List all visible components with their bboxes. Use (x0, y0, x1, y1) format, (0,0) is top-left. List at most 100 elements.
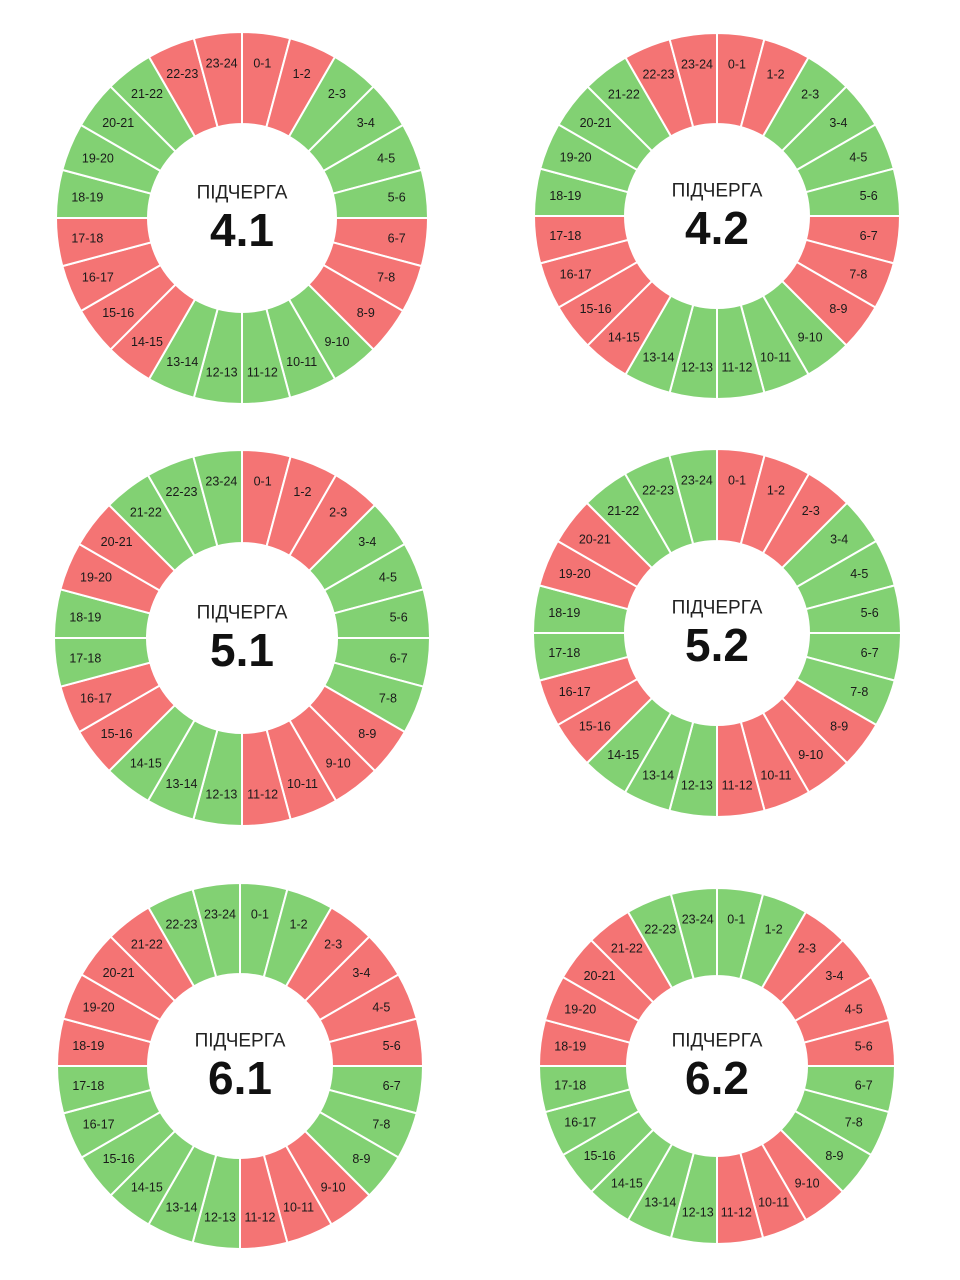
hour-label: 22-23 (166, 485, 198, 499)
hour-label: 9-10 (326, 756, 351, 770)
hour-label: 15-16 (579, 720, 611, 734)
hour-label: 9-10 (798, 330, 823, 344)
hour-label: 8-9 (825, 1149, 843, 1163)
hour-label: 18-19 (548, 606, 580, 620)
hour-label: 12-13 (204, 1211, 236, 1225)
hour-label: 8-9 (352, 1152, 370, 1166)
hour-label: 15-16 (102, 306, 134, 320)
hour-label: 10-11 (283, 1200, 314, 1214)
hour-label: 7-8 (377, 271, 395, 285)
hour-label: 21-22 (130, 506, 162, 520)
hour-label: 11-12 (247, 788, 278, 802)
hour-label: 19-20 (80, 571, 112, 585)
hour-label: 14-15 (607, 748, 639, 762)
hour-label: 1-2 (293, 485, 311, 499)
schedule-wheel-5.2: 0-1 1-2 2-3 3-4 4-5 5-6 6-7 7-8 8-9 9-10 10-11 11-1… (531, 447, 903, 819)
hour-label: 13-14 (165, 1200, 197, 1214)
hour-label: 3-4 (352, 966, 370, 980)
hour-label: 4-5 (379, 571, 397, 585)
hour-label: 11-12 (722, 779, 753, 793)
hour-segment-23-24 (191, 881, 241, 979)
hour-label: 17-18 (71, 231, 103, 245)
hour-label: 14-15 (608, 330, 640, 344)
hour-label: 5-6 (855, 1040, 873, 1054)
wheel-center (149, 975, 331, 1157)
hour-label: 3-4 (829, 116, 847, 130)
hour-label: 11-12 (721, 361, 752, 375)
hour-label: 19-20 (83, 1000, 115, 1014)
hour-label: 13-14 (644, 1196, 676, 1210)
wheel-number: 5.2 (685, 619, 749, 671)
hour-label: 15-16 (101, 727, 133, 741)
hour-label: 10-11 (758, 1196, 789, 1210)
hour-label: 14-15 (611, 1176, 643, 1190)
schedule-wheel-6.1: 0-1 1-2 2-3 3-4 4-5 5-6 6-7 7-8 8-9 9-10 10-11 11-1… (55, 881, 425, 1251)
hour-label: 0-1 (253, 56, 271, 70)
wheel-caption: ПІДЧЕРГА (195, 1031, 286, 1052)
hour-label: 10-11 (287, 777, 318, 791)
hour-label: 11-12 (247, 366, 278, 380)
hour-label: 4-5 (845, 1002, 863, 1016)
hour-label: 17-18 (548, 646, 580, 660)
hour-label: 8-9 (358, 727, 376, 741)
hour-label: 3-4 (357, 116, 375, 130)
hour-label: 10-11 (286, 355, 317, 369)
hour-label: 16-17 (80, 691, 112, 705)
hour-label: 12-13 (205, 788, 237, 802)
hour-label: 2-3 (802, 504, 820, 518)
hour-label: 4-5 (850, 567, 868, 581)
hour-label: 6-7 (383, 1079, 401, 1093)
hour-label: 2-3 (324, 938, 342, 952)
hour-label: 13-14 (166, 777, 198, 791)
wheel-center (149, 125, 335, 311)
hour-label: 16-17 (559, 685, 591, 699)
hour-label: 23-24 (206, 56, 238, 70)
hour-segment-23-24 (668, 31, 718, 129)
hour-label: 10-11 (760, 768, 791, 782)
hour-label: 17-18 (549, 229, 581, 243)
hour-label: 4-5 (377, 151, 395, 165)
hour-segment-23-24 (192, 30, 243, 129)
hour-label: 22-23 (644, 922, 676, 936)
hour-label: 0-1 (254, 474, 272, 488)
hour-label: 20-21 (103, 966, 135, 980)
hour-label: 6-7 (860, 229, 878, 243)
hour-label: 16-17 (564, 1116, 596, 1130)
hour-label: 2-3 (798, 942, 816, 956)
wheel-number: 4.2 (685, 202, 749, 254)
wheel-center (628, 977, 806, 1155)
schedule-wheel-5.1: 0-1 1-2 2-3 3-4 4-5 5-6 6-7 7-8 8-9 9-10 10-11 11-1… (52, 448, 432, 828)
schedule-wheel-6.2: 0-1 1-2 2-3 3-4 4-5 5-6 6-7 7-8 8-9 9-10 10-11 11-1… (537, 886, 897, 1246)
hour-label: 18-19 (72, 1039, 104, 1053)
hour-label: 9-10 (321, 1180, 346, 1194)
hour-label: 15-16 (103, 1152, 135, 1166)
hour-label: 17-18 (69, 652, 101, 666)
hour-label: 5-6 (861, 606, 879, 620)
hour-label: 5-6 (860, 189, 878, 203)
hour-segment-23-24 (669, 886, 718, 981)
hour-label: 23-24 (682, 912, 714, 926)
hour-label: 23-24 (681, 473, 713, 487)
hour-label: 20-21 (579, 532, 611, 546)
hour-label: 19-20 (559, 567, 591, 581)
hour-label: 14-15 (130, 756, 162, 770)
hour-label: 6-7 (390, 652, 408, 666)
wheel-caption: ПІДЧЕРГА (672, 181, 763, 202)
hour-label: 0-1 (728, 57, 746, 71)
hour-label: 1-2 (767, 484, 785, 498)
hour-label: 9-10 (324, 335, 349, 349)
hour-label: 21-22 (131, 87, 163, 101)
hour-label: 21-22 (608, 88, 640, 102)
hour-label: 10-11 (760, 350, 791, 364)
hour-label: 20-21 (102, 116, 134, 130)
schedule-wheel-4.1: 0-1 1-2 2-3 3-4 4-5 5-6 6-7 7-8 8-9 9-10 10-11 11-1… (54, 30, 430, 406)
wheel-center (626, 542, 808, 724)
hour-label: 16-17 (560, 268, 592, 282)
hour-label: 18-19 (69, 610, 101, 624)
hour-label: 8-9 (357, 306, 375, 320)
hour-label: 21-22 (131, 938, 163, 952)
hour-label: 2-3 (329, 506, 347, 520)
hour-label: 1-2 (293, 67, 311, 81)
hour-label: 3-4 (830, 532, 848, 546)
